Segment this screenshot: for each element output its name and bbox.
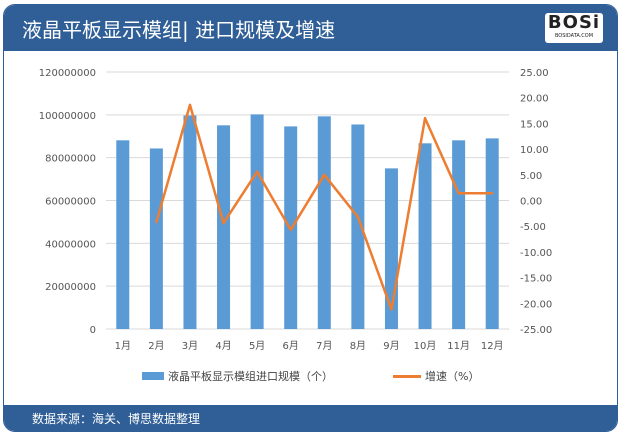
growth-point — [289, 228, 292, 231]
x-tick-label: 11月 — [447, 340, 470, 352]
data-source: 数据来源：海关、博思数据整理 — [32, 412, 201, 426]
bar — [317, 116, 331, 330]
footer: 数据来源：海关、博思数据整理 — [4, 405, 617, 431]
x-tick-label: 12月 — [481, 340, 504, 352]
x-tick-label: 7月 — [316, 340, 332, 352]
growth-point — [255, 170, 259, 173]
growth-point — [323, 173, 326, 176]
right-tick-label: 15.00 — [520, 119, 549, 130]
bar — [217, 125, 231, 329]
right-tick-label: -15.00 — [520, 274, 552, 285]
bar — [418, 143, 432, 329]
x-tick-label: 5月 — [249, 340, 265, 352]
x-tick-label: 1月 — [115, 340, 131, 352]
x-tick-label: 6月 — [283, 340, 299, 352]
bar — [116, 140, 130, 329]
right-tick-label: -10.00 — [520, 248, 552, 259]
legend-bar-swatch — [142, 372, 164, 380]
right-tick-label: -25.00 — [520, 325, 552, 336]
x-tick-label: 10月 — [414, 340, 437, 352]
right-tick-label: 5.00 — [520, 171, 542, 182]
growth-point — [356, 215, 360, 219]
chart-title: 液晶平板显示模组| 进口规模及增速 — [22, 18, 336, 42]
growth-point — [222, 221, 225, 225]
left-tick-label: 80000000 — [45, 154, 96, 165]
legend-line-swatch — [393, 374, 421, 378]
left-tick-label: 0 — [90, 325, 96, 336]
left-tick-label: 120000000 — [39, 68, 96, 79]
x-tick-label: 8月 — [350, 340, 366, 352]
growth-point — [491, 192, 494, 195]
x-tick-label: 4月 — [215, 340, 231, 352]
bar — [485, 138, 499, 329]
right-tick-label: 10.00 — [520, 145, 549, 156]
chart-frame: 液晶平板显示模组| 进口规模及增速 BOSi BOSIDATA.COM 数据来源：… — [3, 4, 618, 432]
left-tick-label: 20000000 — [45, 282, 96, 293]
x-tick-label: 9月 — [383, 340, 399, 352]
bar — [452, 140, 466, 329]
right-tick-label: -20.00 — [520, 299, 552, 310]
header: 液晶平板显示模组| 进口规模及增速 BOSi BOSIDATA.COM — [4, 5, 617, 51]
bar — [149, 148, 163, 329]
bar — [183, 115, 197, 329]
left-tick-label: 60000000 — [45, 197, 96, 208]
right-tick-label: 25.00 — [520, 68, 549, 79]
right-tick-label: 20.00 — [520, 94, 549, 105]
legend: 液晶平板显示模组进口规模（个） 增速（%） — [142, 368, 479, 384]
legend-bar-label: 液晶平板显示模组进口规模（个） — [168, 370, 333, 383]
bar — [250, 114, 264, 329]
growth-point — [457, 192, 460, 195]
growth-point — [155, 220, 158, 224]
left-tick-label: 100000000 — [39, 111, 96, 122]
right-tick-label: 0.00 — [520, 197, 542, 208]
growth-point — [390, 308, 393, 311]
growth-point — [423, 117, 427, 120]
bosi-logo: BOSi BOSIDATA.COM — [545, 13, 603, 43]
right-tick-label: -5.00 — [520, 222, 546, 233]
x-tick-label: 3月 — [182, 340, 198, 352]
growth-point — [188, 103, 192, 107]
x-tick-label: 2月 — [148, 340, 164, 352]
left-tick-label: 40000000 — [45, 239, 96, 250]
bar — [351, 124, 365, 330]
legend-line-label: 增速（%） — [425, 370, 480, 383]
